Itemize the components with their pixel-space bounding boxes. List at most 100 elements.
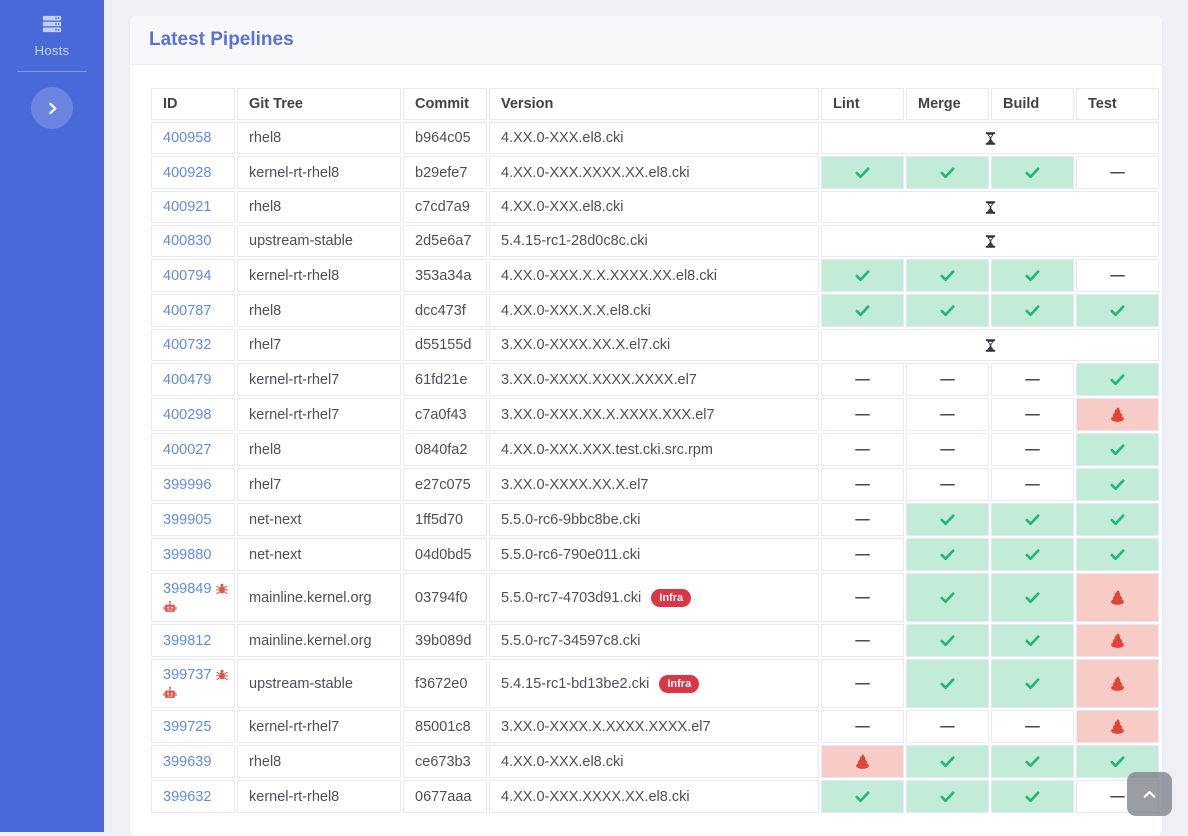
- git-tree-cell: kernel-rt-rhel7: [237, 363, 401, 396]
- status-dash: —: [1025, 477, 1040, 493]
- version-cell: 3.XX.0-XXXX.XXXX.XXXX.el7: [489, 363, 819, 396]
- pipeline-id-cell: 400928: [151, 156, 235, 189]
- infra-badge: Infra: [651, 589, 691, 607]
- status-lint-pass: [821, 259, 904, 292]
- pipeline-id-cell: 399905: [151, 503, 235, 536]
- status-dash: —: [1025, 407, 1040, 423]
- status-build-pass: [991, 745, 1074, 778]
- scroll-to-top-button[interactable]: [1127, 772, 1172, 816]
- column-header-merge: Merge: [906, 88, 989, 120]
- commit-cell: e27c075: [403, 468, 487, 501]
- pipeline-id-link[interactable]: 400479: [163, 372, 211, 388]
- status-test-fail: [1076, 398, 1159, 431]
- server-icon: [41, 13, 63, 35]
- status-dash: —: [1110, 268, 1125, 284]
- sidebar-expand-button[interactable]: [31, 87, 73, 129]
- sidebar: Hosts: [0, 0, 104, 832]
- version-cell: 3.XX.0-XXXX.X.XXXX.XXXX.el7: [489, 710, 819, 743]
- table-row: 400732 rhel7 d55155d 3.XX.0-XXXX.XX.X.el…: [151, 329, 1159, 361]
- version-cell: 4.XX.0-XXX.XXXX.XX.el8.cki: [489, 156, 819, 189]
- pipeline-id-link[interactable]: 400794: [163, 268, 211, 284]
- column-header-build: Build: [991, 88, 1074, 120]
- commit-cell: c7cd7a9: [403, 191, 487, 223]
- status-merge-skipped: —: [906, 363, 989, 396]
- pipeline-id-link[interactable]: 400027: [163, 442, 211, 458]
- check-icon: [1024, 267, 1041, 284]
- table-row: 399812 mainline.kernel.org 39b089d 5.5.0…: [151, 624, 1159, 657]
- status-dash: —: [940, 442, 955, 458]
- check-icon: [1024, 302, 1041, 319]
- commit-cell: 39b089d: [403, 624, 487, 657]
- status-merge-pass: [906, 503, 989, 536]
- pipeline-id-link[interactable]: 400298: [163, 407, 211, 423]
- table-row: 400921 rhel8 c7cd7a9 4.XX.0-XXX.el8.cki: [151, 191, 1159, 223]
- status-dash: —: [940, 407, 955, 423]
- poo-icon: [1109, 589, 1126, 606]
- status-build-pass: [991, 259, 1074, 292]
- pipeline-id-link[interactable]: 399632: [163, 789, 211, 805]
- pipeline-id-link[interactable]: 400958: [163, 130, 211, 146]
- version-cell: 4.XX.0-XXX.X.X.el8.cki: [489, 294, 819, 327]
- git-tree-cell: net-next: [237, 538, 401, 571]
- commit-cell: b964c05: [403, 122, 487, 154]
- check-icon: [854, 267, 871, 284]
- status-pending-cell: [821, 191, 1159, 223]
- pipeline-id-link[interactable]: 399996: [163, 477, 211, 493]
- pipeline-id-cell: 399725: [151, 710, 235, 743]
- status-merge-pass: [906, 259, 989, 292]
- version-cell: 3.XX.0-XXXX.XX.X.el7.cki: [489, 329, 819, 361]
- commit-cell: 61fd21e: [403, 363, 487, 396]
- status-pending-cell: [821, 225, 1159, 257]
- check-icon: [939, 788, 956, 805]
- pipeline-id-cell: 400732: [151, 329, 235, 361]
- version-cell: 5.4.15-rc1-bd13be2.cki Infra: [489, 659, 819, 708]
- check-icon: [1109, 441, 1126, 458]
- pipeline-id-link[interactable]: 399725: [163, 719, 211, 735]
- check-icon: [939, 753, 956, 770]
- commit-cell: 85001c8: [403, 710, 487, 743]
- version-cell: 5.5.0-rc7-34597c8.cki: [489, 624, 819, 657]
- commit-cell: 0677aaa: [403, 780, 487, 813]
- check-icon: [1024, 511, 1041, 528]
- robot-icon: [163, 600, 177, 614]
- version-cell: 5.5.0-rc7-4703d91.cki Infra: [489, 573, 819, 622]
- status-merge-pass: [906, 780, 989, 813]
- status-dash: —: [1025, 719, 1040, 735]
- sidebar-item-hosts[interactable]: Hosts: [0, 0, 104, 58]
- version-cell: 4.XX.0-XXX.XXXX.XX.el8.cki: [489, 780, 819, 813]
- commit-cell: 353a34a: [403, 259, 487, 292]
- git-tree-cell: kernel-rt-rhel7: [237, 710, 401, 743]
- pipeline-id-link[interactable]: 400928: [163, 165, 211, 181]
- commit-cell: b29efe7: [403, 156, 487, 189]
- status-dash: —: [1110, 165, 1125, 181]
- bug-icon: [215, 668, 229, 682]
- column-header-git-tree: Git Tree: [237, 88, 401, 120]
- pipeline-id-cell: 399639: [151, 745, 235, 778]
- pipeline-id-cell: 400830: [151, 225, 235, 257]
- pipeline-id-cell: 399812: [151, 624, 235, 657]
- pipeline-id-link[interactable]: 399812: [163, 633, 211, 649]
- pipeline-id-link[interactable]: 399849: [163, 581, 211, 597]
- poo-icon: [1109, 675, 1126, 692]
- pipeline-id-cell: 400958: [151, 122, 235, 154]
- pipeline-id-link[interactable]: 400830: [163, 233, 211, 249]
- commit-cell: f3672e0: [403, 659, 487, 708]
- status-lint-fail: [821, 745, 904, 778]
- status-merge-skipped: —: [906, 710, 989, 743]
- status-merge-pass: [906, 156, 989, 189]
- git-tree-cell: kernel-rt-rhel8: [237, 780, 401, 813]
- column-header-commit: Commit: [403, 88, 487, 120]
- pipeline-id-link[interactable]: 400732: [163, 337, 211, 353]
- table-row: 399880 net-next 04d0bd5 5.5.0-rc6-790e01…: [151, 538, 1159, 571]
- status-dash: —: [855, 442, 870, 458]
- pipeline-id-link[interactable]: 400921: [163, 199, 211, 215]
- pipeline-id-link[interactable]: 399639: [163, 754, 211, 770]
- pipeline-id-link[interactable]: 399737: [163, 667, 211, 683]
- pipeline-id-link[interactable]: 399880: [163, 547, 211, 563]
- pipelines-tbody: 400958 rhel8 b964c05 4.XX.0-XXX.el8.cki …: [151, 122, 1159, 813]
- pipeline-id-link[interactable]: 400787: [163, 303, 211, 319]
- status-dash: —: [855, 372, 870, 388]
- pipeline-id-link[interactable]: 399905: [163, 512, 211, 528]
